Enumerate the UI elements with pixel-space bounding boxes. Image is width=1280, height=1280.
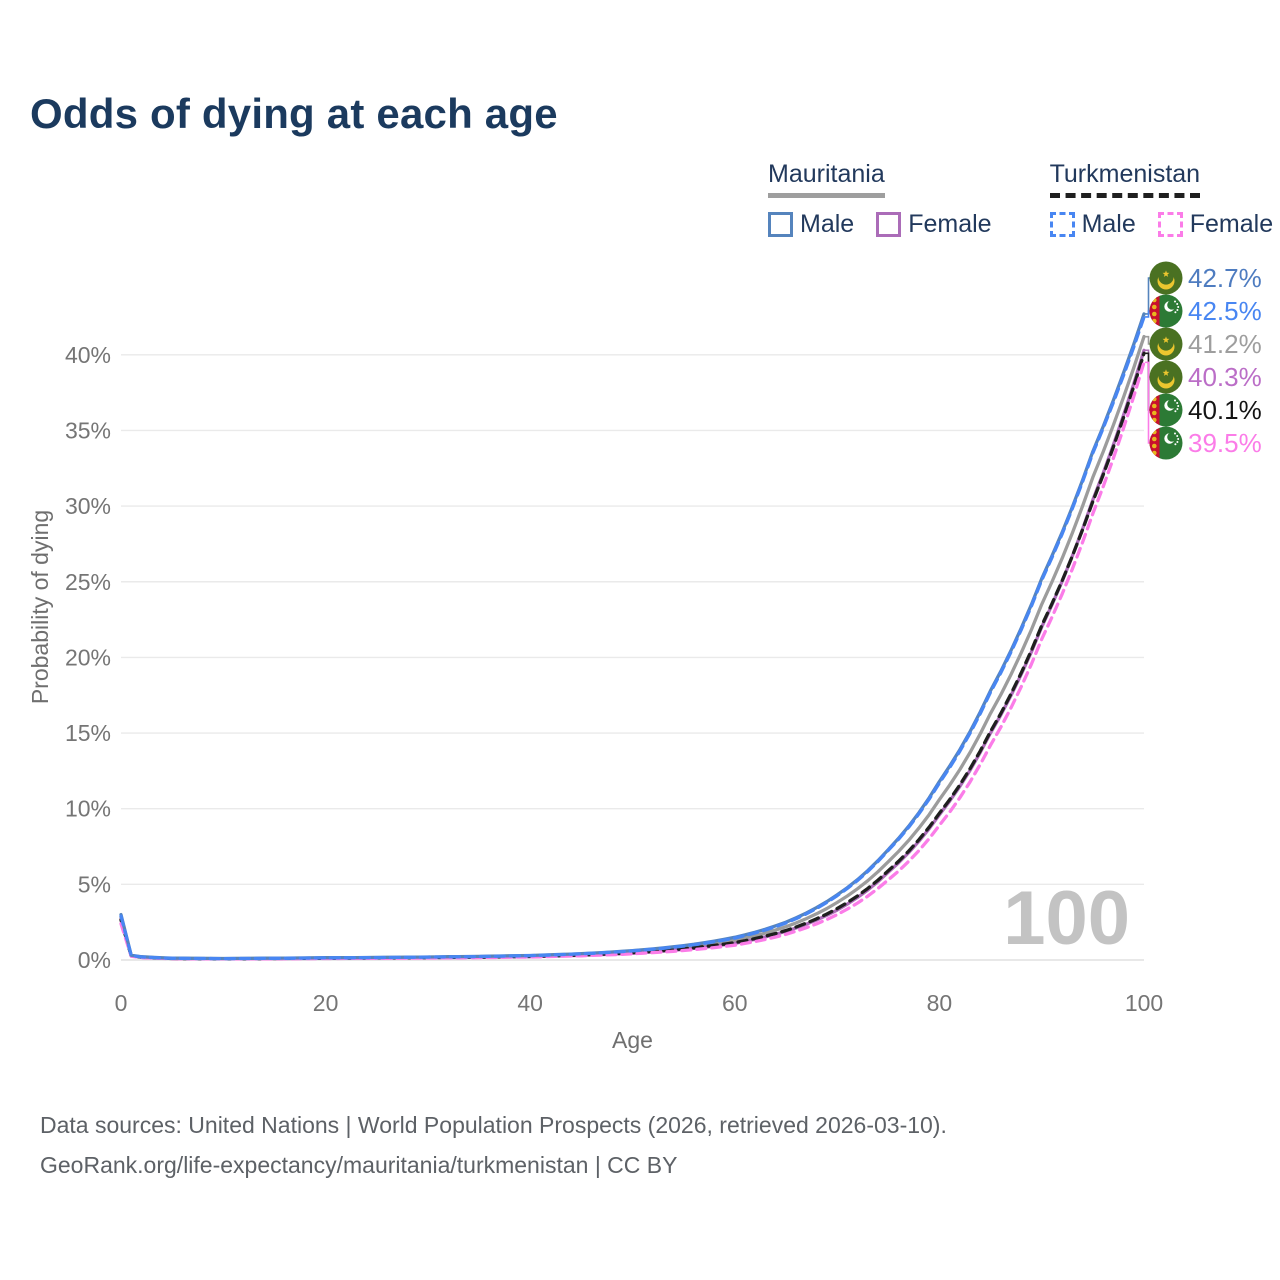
x-axis-title: Age [612,1027,653,1053]
y-tick-label: 25% [65,569,111,595]
legend-label: Male [1081,210,1136,238]
turkmenistan-flag-icon [1149,426,1183,460]
series-line-turkmenistan-female[interactable] [119,360,1146,961]
y-axis-title: Probability of dying [27,510,53,704]
end-value-label-mauritania-female: 40.3% [1188,362,1262,392]
legend-label: Female [1189,210,1274,238]
x-tick-label: 80 [927,990,953,1016]
y-tick-label: 5% [78,871,111,897]
legend-item-turkmenistan-male[interactable]: Male [1049,210,1136,239]
y-tick-label: 30% [65,493,111,519]
x-tick-label: 100 [1125,990,1163,1016]
legend-label: Male [800,210,855,238]
legend-swatch-mauritania-male [768,212,793,237]
source-attribution: Data sources: United Nations | World Pop… [40,1105,947,1185]
page-title: Odds of dying at each age [30,90,558,137]
x-tick-label: 0 [115,990,128,1016]
legend-group-turkmenistan: Turkmenistan Male Female [1049,160,1274,239]
legend-country-mauritania[interactable]: Mauritania [768,160,885,198]
legend: Mauritania Male Female Turkmenistan Male [768,160,1273,239]
mauritania-flag-icon [1149,327,1183,361]
y-tick-label: 0% [78,947,111,973]
data-sources-line: Data sources: United Nations | World Pop… [40,1112,947,1138]
legend-country-turkmenistan[interactable]: Turkmenistan [1049,160,1201,198]
series-line-turkmenistan-both[interactable] [119,351,1146,961]
legend-label: Female [908,210,992,238]
x-tick-label: 60 [722,990,748,1016]
y-tick-label: 40% [65,342,111,368]
y-tick-label: 20% [65,644,111,670]
end-value-label-turkmenistan-female: 39.5% [1188,428,1262,458]
age-watermark: 100 [1003,876,1130,961]
x-tick-label: 20 [313,990,339,1016]
legend-swatch-turkmenistan-male [1049,212,1075,237]
y-tick-label: 15% [65,720,111,746]
source-url-line: GeoRank.org/life-expectancy/mauritania/t… [40,1152,678,1178]
end-value-label-turkmenistan-male: 42.5% [1188,296,1262,326]
legend-item-turkmenistan-female[interactable]: Female [1157,210,1274,239]
mauritania-flag-icon [1149,360,1183,394]
turkmenistan-flag-icon [1149,294,1183,328]
end-value-label-mauritania-both: 41.2% [1188,329,1262,359]
end-value-label-turkmenistan-both: 40.1% [1188,395,1262,425]
end-value-label-mauritania-male: 42.7% [1188,263,1262,293]
y-tick-label: 35% [65,417,111,443]
legend-group-mauritania: Mauritania Male Female [768,160,992,239]
series-line-turkmenistan-male[interactable] [119,315,1146,961]
series-line-mauritania-male[interactable] [119,312,1146,961]
legend-item-mauritania-male[interactable]: Male [768,210,854,239]
legend-item-mauritania-female[interactable]: Female [876,210,992,239]
series-line-mauritania-female[interactable] [119,348,1146,961]
mauritania-flag-icon [1149,261,1183,295]
y-tick-label: 10% [65,796,111,822]
legend-swatch-turkmenistan-female [1157,212,1183,237]
turkmenistan-flag-icon [1149,393,1183,427]
legend-swatch-mauritania-female [876,212,902,237]
x-tick-label: 40 [517,990,543,1016]
